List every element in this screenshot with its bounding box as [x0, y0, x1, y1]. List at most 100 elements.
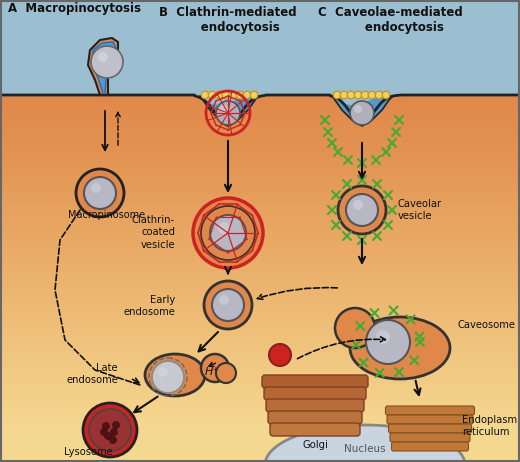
- Bar: [0, 154, 520, 155]
- Bar: [0, 112, 520, 113]
- Bar: [0, 94, 520, 95]
- Bar: [0, 426, 520, 427]
- Bar: [0, 171, 520, 172]
- Bar: [0, 4, 520, 5]
- Bar: [0, 82, 520, 83]
- Bar: [0, 92, 520, 93]
- Text: A  Macropinocytosis: A Macropinocytosis: [8, 2, 141, 15]
- Bar: [0, 40, 520, 41]
- Circle shape: [350, 101, 374, 125]
- Bar: [0, 440, 520, 441]
- Bar: [0, 104, 520, 105]
- Bar: [0, 452, 520, 453]
- Bar: [0, 243, 520, 244]
- Bar: [0, 424, 520, 425]
- Bar: [0, 41, 520, 42]
- Bar: [0, 326, 520, 327]
- Bar: [0, 167, 520, 168]
- Bar: [0, 340, 520, 341]
- Bar: [0, 324, 520, 325]
- Bar: [0, 232, 520, 233]
- Bar: [0, 100, 520, 101]
- Bar: [0, 2, 520, 3]
- Bar: [0, 307, 520, 308]
- Bar: [0, 194, 520, 195]
- Bar: [0, 80, 520, 81]
- Bar: [0, 381, 520, 382]
- Circle shape: [368, 91, 376, 99]
- Bar: [0, 272, 520, 273]
- Bar: [0, 410, 520, 411]
- Text: C  Caveolae-mediated
       endocytosis: C Caveolae-mediated endocytosis: [318, 6, 462, 34]
- Bar: [0, 398, 520, 399]
- Bar: [0, 99, 520, 100]
- Bar: [0, 253, 520, 254]
- Bar: [0, 370, 520, 371]
- Bar: [0, 134, 520, 135]
- Bar: [0, 292, 520, 293]
- Bar: [0, 83, 520, 84]
- Bar: [0, 248, 520, 249]
- Text: Golgi: Golgi: [302, 440, 328, 450]
- Bar: [0, 374, 520, 375]
- Circle shape: [112, 421, 120, 428]
- Bar: [0, 198, 520, 199]
- Bar: [0, 216, 520, 217]
- Bar: [0, 160, 520, 161]
- Bar: [0, 54, 520, 55]
- Bar: [0, 350, 520, 351]
- Bar: [0, 421, 520, 422]
- Bar: [0, 309, 520, 310]
- Bar: [0, 209, 520, 210]
- Bar: [0, 71, 520, 72]
- Bar: [0, 459, 520, 460]
- Circle shape: [229, 91, 237, 99]
- Circle shape: [210, 215, 246, 251]
- Bar: [0, 85, 520, 86]
- Bar: [0, 21, 520, 22]
- Bar: [0, 110, 520, 111]
- Bar: [0, 101, 520, 102]
- Bar: [0, 90, 520, 91]
- Circle shape: [335, 308, 375, 348]
- Bar: [0, 16, 520, 17]
- Bar: [0, 20, 520, 21]
- Bar: [0, 235, 520, 236]
- Bar: [0, 335, 520, 336]
- Bar: [0, 51, 520, 52]
- Bar: [0, 405, 520, 406]
- Bar: [0, 143, 520, 144]
- Bar: [0, 344, 520, 345]
- Bar: [0, 293, 520, 294]
- Bar: [0, 428, 520, 429]
- Bar: [0, 116, 520, 117]
- Bar: [0, 188, 520, 189]
- Bar: [0, 432, 520, 433]
- Bar: [0, 354, 520, 355]
- Bar: [0, 451, 520, 452]
- Bar: [0, 65, 520, 66]
- Bar: [0, 409, 520, 410]
- Circle shape: [201, 206, 255, 260]
- Bar: [0, 138, 520, 139]
- Bar: [0, 239, 520, 240]
- Bar: [0, 129, 520, 130]
- Text: Caveolar
vesicle: Caveolar vesicle: [398, 199, 442, 221]
- Bar: [0, 215, 520, 216]
- Bar: [0, 342, 520, 343]
- Bar: [0, 120, 520, 121]
- Bar: [0, 148, 520, 149]
- Bar: [0, 195, 520, 196]
- Bar: [0, 79, 520, 80]
- Bar: [0, 388, 520, 389]
- Bar: [0, 141, 520, 142]
- Circle shape: [375, 91, 383, 99]
- Bar: [0, 197, 520, 198]
- Circle shape: [216, 101, 240, 125]
- Bar: [0, 185, 520, 186]
- Bar: [0, 189, 520, 190]
- Bar: [0, 356, 520, 357]
- Bar: [0, 457, 520, 458]
- Bar: [0, 177, 520, 178]
- Bar: [0, 434, 520, 435]
